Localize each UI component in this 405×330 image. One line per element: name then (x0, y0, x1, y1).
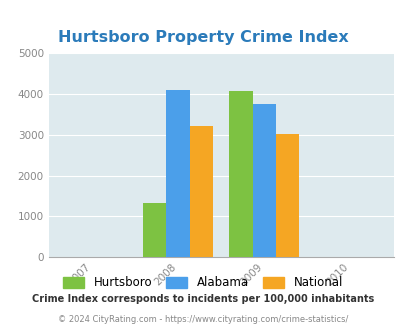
Bar (275, 134, 298, 257)
Bar (166, 90, 189, 257)
Bar (189, 126, 213, 257)
Bar (229, 91, 252, 257)
Legend: Hurtsboro, Alabama, National: Hurtsboro, Alabama, National (58, 272, 347, 294)
Bar (252, 104, 275, 257)
Bar (143, 203, 166, 257)
Text: Crime Index corresponds to incidents per 100,000 inhabitants: Crime Index corresponds to incidents per… (32, 294, 373, 304)
Text: Hurtsboro Property Crime Index: Hurtsboro Property Crime Index (58, 30, 347, 45)
Text: © 2024 CityRating.com - https://www.cityrating.com/crime-statistics/: © 2024 CityRating.com - https://www.city… (58, 315, 347, 324)
